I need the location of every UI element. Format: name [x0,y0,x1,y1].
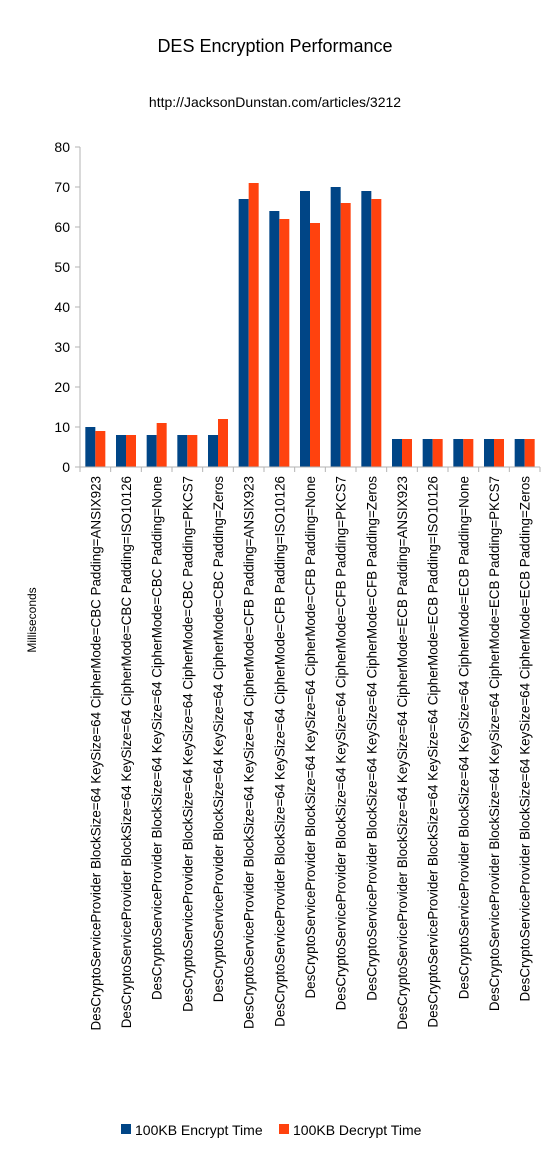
encrypt-bar [484,439,494,467]
decrypt-bar [371,199,382,467]
decrypt-bar [494,439,504,467]
encrypt-bar [514,439,525,467]
encrypt-bar [238,199,249,467]
x-category-label: DesCryptoServiceProvider BlockSize=64 Ke… [150,476,165,1000]
y-tick-label: 80 [54,139,70,155]
bars-group [85,183,535,467]
decrypt-bar [463,439,474,467]
chart-subtitle: http://JacksonDunstan.com/articles/3212 [149,94,401,110]
x-category-label: DesCryptoServiceProvider BlockSize=64 Ke… [395,476,410,1030]
encrypt-bar [300,191,310,467]
y-tick-label: 70 [54,179,70,195]
y-tick-label: 10 [54,419,70,435]
decrypt-bar [279,219,290,467]
x-category-label: DesCryptoServiceProvider BlockSize=64 Ke… [303,476,318,999]
y-axis-label: Milliseconds [25,587,39,652]
x-category-label: DesCryptoServiceProvider BlockSize=64 Ke… [487,476,502,1011]
decrypt-bar [126,435,136,467]
x-category-label: DesCryptoServiceProvider BlockSize=64 Ke… [119,476,134,1028]
x-category-label: DesCryptoServiceProvider BlockSize=64 Ke… [180,476,195,1012]
encrypt-bar [392,439,402,467]
decrypt-bar [95,431,106,467]
encrypt-bar [453,439,464,467]
decrypt-bar [218,419,228,467]
decrypt-bar [248,183,259,467]
encrypt-bar [422,439,433,467]
x-category-label: DesCryptoServiceProvider BlockSize=64 Ke… [211,476,226,1003]
chart-title: DES Encryption Performance [157,36,392,56]
decrypt-bar [156,423,167,467]
y-tick-label: 20 [54,379,70,395]
x-axis-categories: DesCryptoServiceProvider BlockSize=64 Ke… [88,476,532,1031]
encrypt-bar [85,427,96,467]
decrypt-bar [187,435,198,467]
y-axis-ticks: 0 10 20 30 40 50 60 70 80 [54,139,80,475]
x-category-label: DesCryptoServiceProvider BlockSize=64 Ke… [426,476,441,1028]
x-category-label: DesCryptoServiceProvider BlockSize=64 Ke… [334,476,349,1010]
encrypt-bar [146,435,157,467]
y-tick-label: 40 [54,299,70,315]
legend: 100KB Encrypt Time 100KB Decrypt Time [121,1122,422,1138]
legend-label: 100KB Decrypt Time [293,1122,422,1138]
y-tick-label: 60 [54,219,70,235]
encrypt-bar [177,435,188,467]
y-tick-label: 0 [62,459,70,475]
x-category-label: DesCryptoServiceProvider BlockSize=64 Ke… [456,476,471,999]
encrypt-bar [116,435,126,467]
legend-label: 100KB Encrypt Time [135,1122,263,1138]
y-tick-label: 30 [54,339,70,355]
y-tick-label: 50 [54,259,70,275]
x-category-label: DesCryptoServiceProvider BlockSize=64 Ke… [272,476,287,1027]
decrypt-bar [524,439,535,467]
encrypt-bar [208,435,218,467]
legend-swatch [279,1124,289,1134]
encrypt-bar [361,191,372,467]
x-category-label: DesCryptoServiceProvider BlockSize=64 Ke… [364,476,379,1001]
axes [79,147,541,472]
encrypt-bar [269,211,280,467]
decrypt-bar [432,439,443,467]
x-category-label: DesCryptoServiceProvider BlockSize=64 Ke… [518,476,533,1002]
legend-swatch [121,1124,131,1134]
x-category-label: DesCryptoServiceProvider BlockSize=64 Ke… [88,476,103,1031]
x-category-label: DesCryptoServiceProvider BlockSize=64 Ke… [242,476,257,1029]
decrypt-bar [340,203,351,467]
decrypt-bar [402,439,412,467]
encrypt-bar [330,187,341,467]
decrypt-bar [310,223,320,467]
